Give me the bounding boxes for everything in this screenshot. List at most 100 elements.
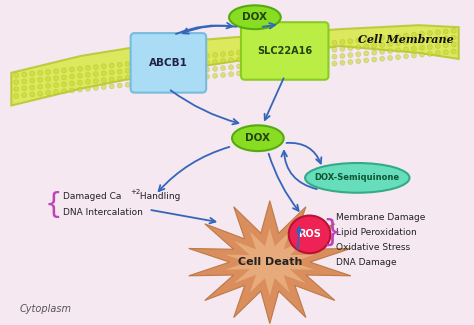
Circle shape — [22, 86, 27, 91]
Circle shape — [396, 55, 401, 59]
Circle shape — [141, 81, 146, 85]
Circle shape — [181, 77, 186, 82]
Circle shape — [332, 61, 337, 66]
Circle shape — [205, 53, 210, 58]
Ellipse shape — [289, 215, 330, 253]
Circle shape — [22, 93, 27, 98]
Circle shape — [260, 69, 265, 73]
Circle shape — [93, 72, 98, 77]
Circle shape — [443, 36, 448, 41]
Circle shape — [213, 66, 218, 71]
Circle shape — [348, 46, 353, 51]
Circle shape — [189, 55, 194, 60]
Circle shape — [30, 85, 35, 90]
Text: Handling: Handling — [137, 192, 180, 201]
Circle shape — [117, 62, 122, 67]
Circle shape — [411, 53, 417, 58]
Circle shape — [435, 44, 440, 49]
Circle shape — [165, 78, 170, 83]
Circle shape — [181, 63, 186, 68]
Circle shape — [308, 50, 313, 55]
Circle shape — [435, 37, 440, 42]
Circle shape — [14, 80, 19, 84]
Polygon shape — [11, 25, 459, 106]
Text: DNA Damage: DNA Damage — [337, 258, 397, 266]
Circle shape — [237, 57, 241, 62]
Circle shape — [85, 86, 91, 91]
Circle shape — [364, 51, 369, 56]
Circle shape — [125, 82, 130, 87]
Circle shape — [435, 51, 440, 56]
Circle shape — [276, 60, 281, 65]
Circle shape — [356, 52, 361, 57]
Circle shape — [149, 73, 154, 78]
Circle shape — [30, 78, 35, 83]
Circle shape — [356, 45, 361, 50]
Circle shape — [37, 84, 43, 89]
Circle shape — [109, 70, 114, 75]
Text: Cell Membrane: Cell Membrane — [358, 33, 454, 45]
Circle shape — [451, 42, 456, 47]
Circle shape — [62, 75, 66, 80]
Circle shape — [332, 47, 337, 52]
Circle shape — [205, 60, 210, 65]
Circle shape — [149, 59, 154, 64]
Circle shape — [149, 66, 154, 71]
Circle shape — [443, 50, 448, 55]
Text: Damaged Ca: Damaged Ca — [63, 192, 121, 201]
Circle shape — [324, 55, 329, 60]
Circle shape — [284, 52, 289, 57]
Ellipse shape — [305, 163, 410, 193]
Circle shape — [109, 77, 114, 82]
Circle shape — [419, 52, 424, 57]
Circle shape — [133, 74, 138, 79]
Circle shape — [77, 80, 82, 85]
Circle shape — [54, 89, 59, 95]
Circle shape — [245, 70, 249, 75]
Circle shape — [403, 47, 409, 52]
Circle shape — [30, 92, 35, 97]
Circle shape — [228, 51, 234, 56]
Circle shape — [62, 89, 66, 94]
Circle shape — [324, 41, 329, 46]
Circle shape — [340, 60, 345, 65]
Circle shape — [213, 59, 218, 64]
Circle shape — [403, 40, 409, 45]
Circle shape — [197, 54, 202, 59]
Circle shape — [37, 77, 43, 82]
Circle shape — [22, 72, 27, 77]
Circle shape — [419, 38, 424, 43]
Circle shape — [372, 43, 377, 48]
Circle shape — [253, 48, 257, 53]
Circle shape — [372, 50, 377, 55]
Circle shape — [37, 70, 43, 75]
Text: Lipid Peroxidation: Lipid Peroxidation — [337, 228, 417, 237]
Circle shape — [300, 64, 305, 69]
Circle shape — [14, 87, 19, 92]
Circle shape — [228, 65, 234, 70]
Circle shape — [133, 82, 138, 86]
Circle shape — [93, 85, 98, 90]
Circle shape — [428, 31, 432, 35]
Text: ROS: ROS — [298, 229, 321, 240]
Circle shape — [85, 72, 91, 77]
Circle shape — [173, 77, 178, 82]
Circle shape — [117, 76, 122, 81]
Text: Cytoplasm: Cytoplasm — [19, 304, 71, 314]
Circle shape — [348, 39, 353, 44]
Circle shape — [380, 35, 384, 40]
Circle shape — [388, 48, 392, 54]
Circle shape — [388, 42, 392, 46]
Circle shape — [364, 44, 369, 49]
Circle shape — [54, 76, 59, 81]
Circle shape — [101, 71, 106, 76]
Circle shape — [54, 83, 59, 87]
Ellipse shape — [229, 5, 281, 29]
Circle shape — [428, 38, 432, 43]
Circle shape — [62, 82, 66, 87]
Circle shape — [157, 58, 162, 63]
Text: DOX: DOX — [246, 133, 270, 143]
Circle shape — [141, 60, 146, 65]
Circle shape — [324, 48, 329, 53]
Circle shape — [292, 45, 297, 49]
